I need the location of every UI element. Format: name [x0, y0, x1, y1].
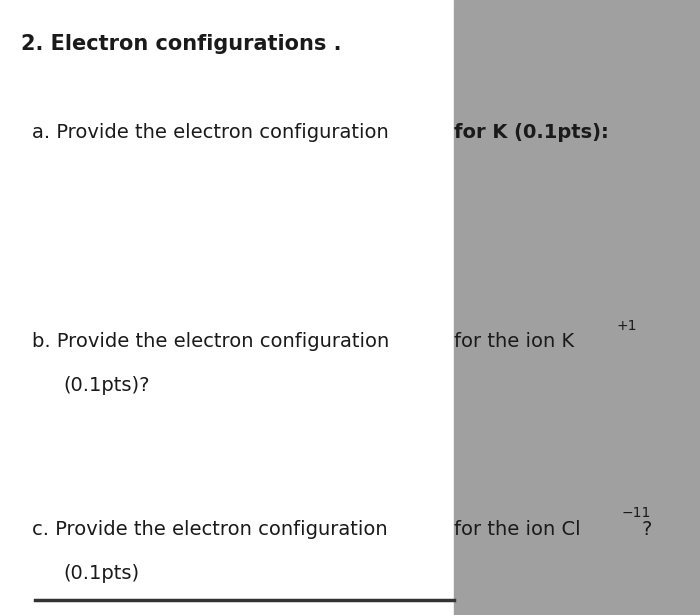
Text: −11: −11: [622, 506, 651, 520]
Text: ?: ?: [641, 520, 652, 539]
Text: (0.1pts)?: (0.1pts)?: [63, 376, 150, 395]
Text: for the ion Cl: for the ion Cl: [454, 520, 580, 539]
Bar: [454, 0, 700, 615]
Text: a. Provide the electron configuration: a. Provide the electron configuration: [32, 123, 395, 142]
Text: for K (0.1pts):: for K (0.1pts):: [454, 123, 608, 142]
Text: 2. Electron configurations .: 2. Electron configurations .: [21, 34, 342, 54]
Text: +1: +1: [616, 319, 636, 333]
Text: (0.1pts): (0.1pts): [63, 564, 139, 583]
Text: c. Provide the electron configuration: c. Provide the electron configuration: [32, 520, 393, 539]
Text: b. Provide the electron configuration: b. Provide the electron configuration: [32, 332, 395, 351]
Text: for the ion K: for the ion K: [454, 332, 574, 351]
